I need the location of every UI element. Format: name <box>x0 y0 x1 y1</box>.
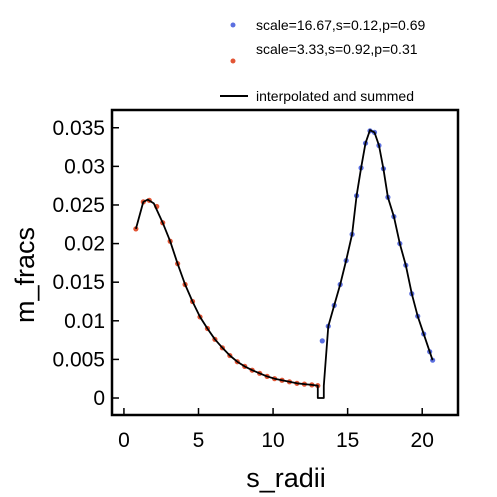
y-tick-label: 0.01 <box>64 310 105 333</box>
y-tick-label: 0 <box>93 387 105 410</box>
x-tick-label: 15 <box>336 429 359 452</box>
plot-area <box>133 128 436 399</box>
series-line-interpolated <box>135 129 434 399</box>
x-axis-label: s_radii <box>246 463 326 493</box>
y-tick-label: 0.025 <box>52 194 105 217</box>
legend-label-line: interpolated and summed <box>256 88 414 104</box>
y-tick-label: 0.015 <box>52 271 105 294</box>
x-tick-label: 10 <box>261 429 284 452</box>
legend-label-red: scale=3.33,s=0.92,p=0.31 <box>256 41 418 57</box>
x-tick-label: 0 <box>118 429 130 452</box>
x-tick-label: 5 <box>193 429 205 452</box>
legend-marker-red <box>230 58 236 64</box>
y-tick-label: 0.005 <box>52 348 105 371</box>
y-tick-label: 0.02 <box>64 233 105 256</box>
y-tick-label: 0.035 <box>52 117 105 140</box>
legend-label-blue: scale=16.67,s=0.12,p=0.69 <box>256 17 426 33</box>
data-point-series-0 <box>319 338 325 344</box>
y-axis-label: m_fracs <box>10 227 40 323</box>
x-tick-label: 20 <box>411 429 434 452</box>
axis-ticks: 0 5 10 15 20 0 0.005 0.01 0.015 0.02 0.025 0.03 0.03… <box>52 117 433 452</box>
plot-frame <box>110 108 460 417</box>
legend-marker-blue <box>230 22 236 28</box>
legend: scale=16.67,s=0.12,p=0.69 scale=3.33,s=0… <box>220 17 426 104</box>
y-tick-label: 0.03 <box>64 155 105 178</box>
